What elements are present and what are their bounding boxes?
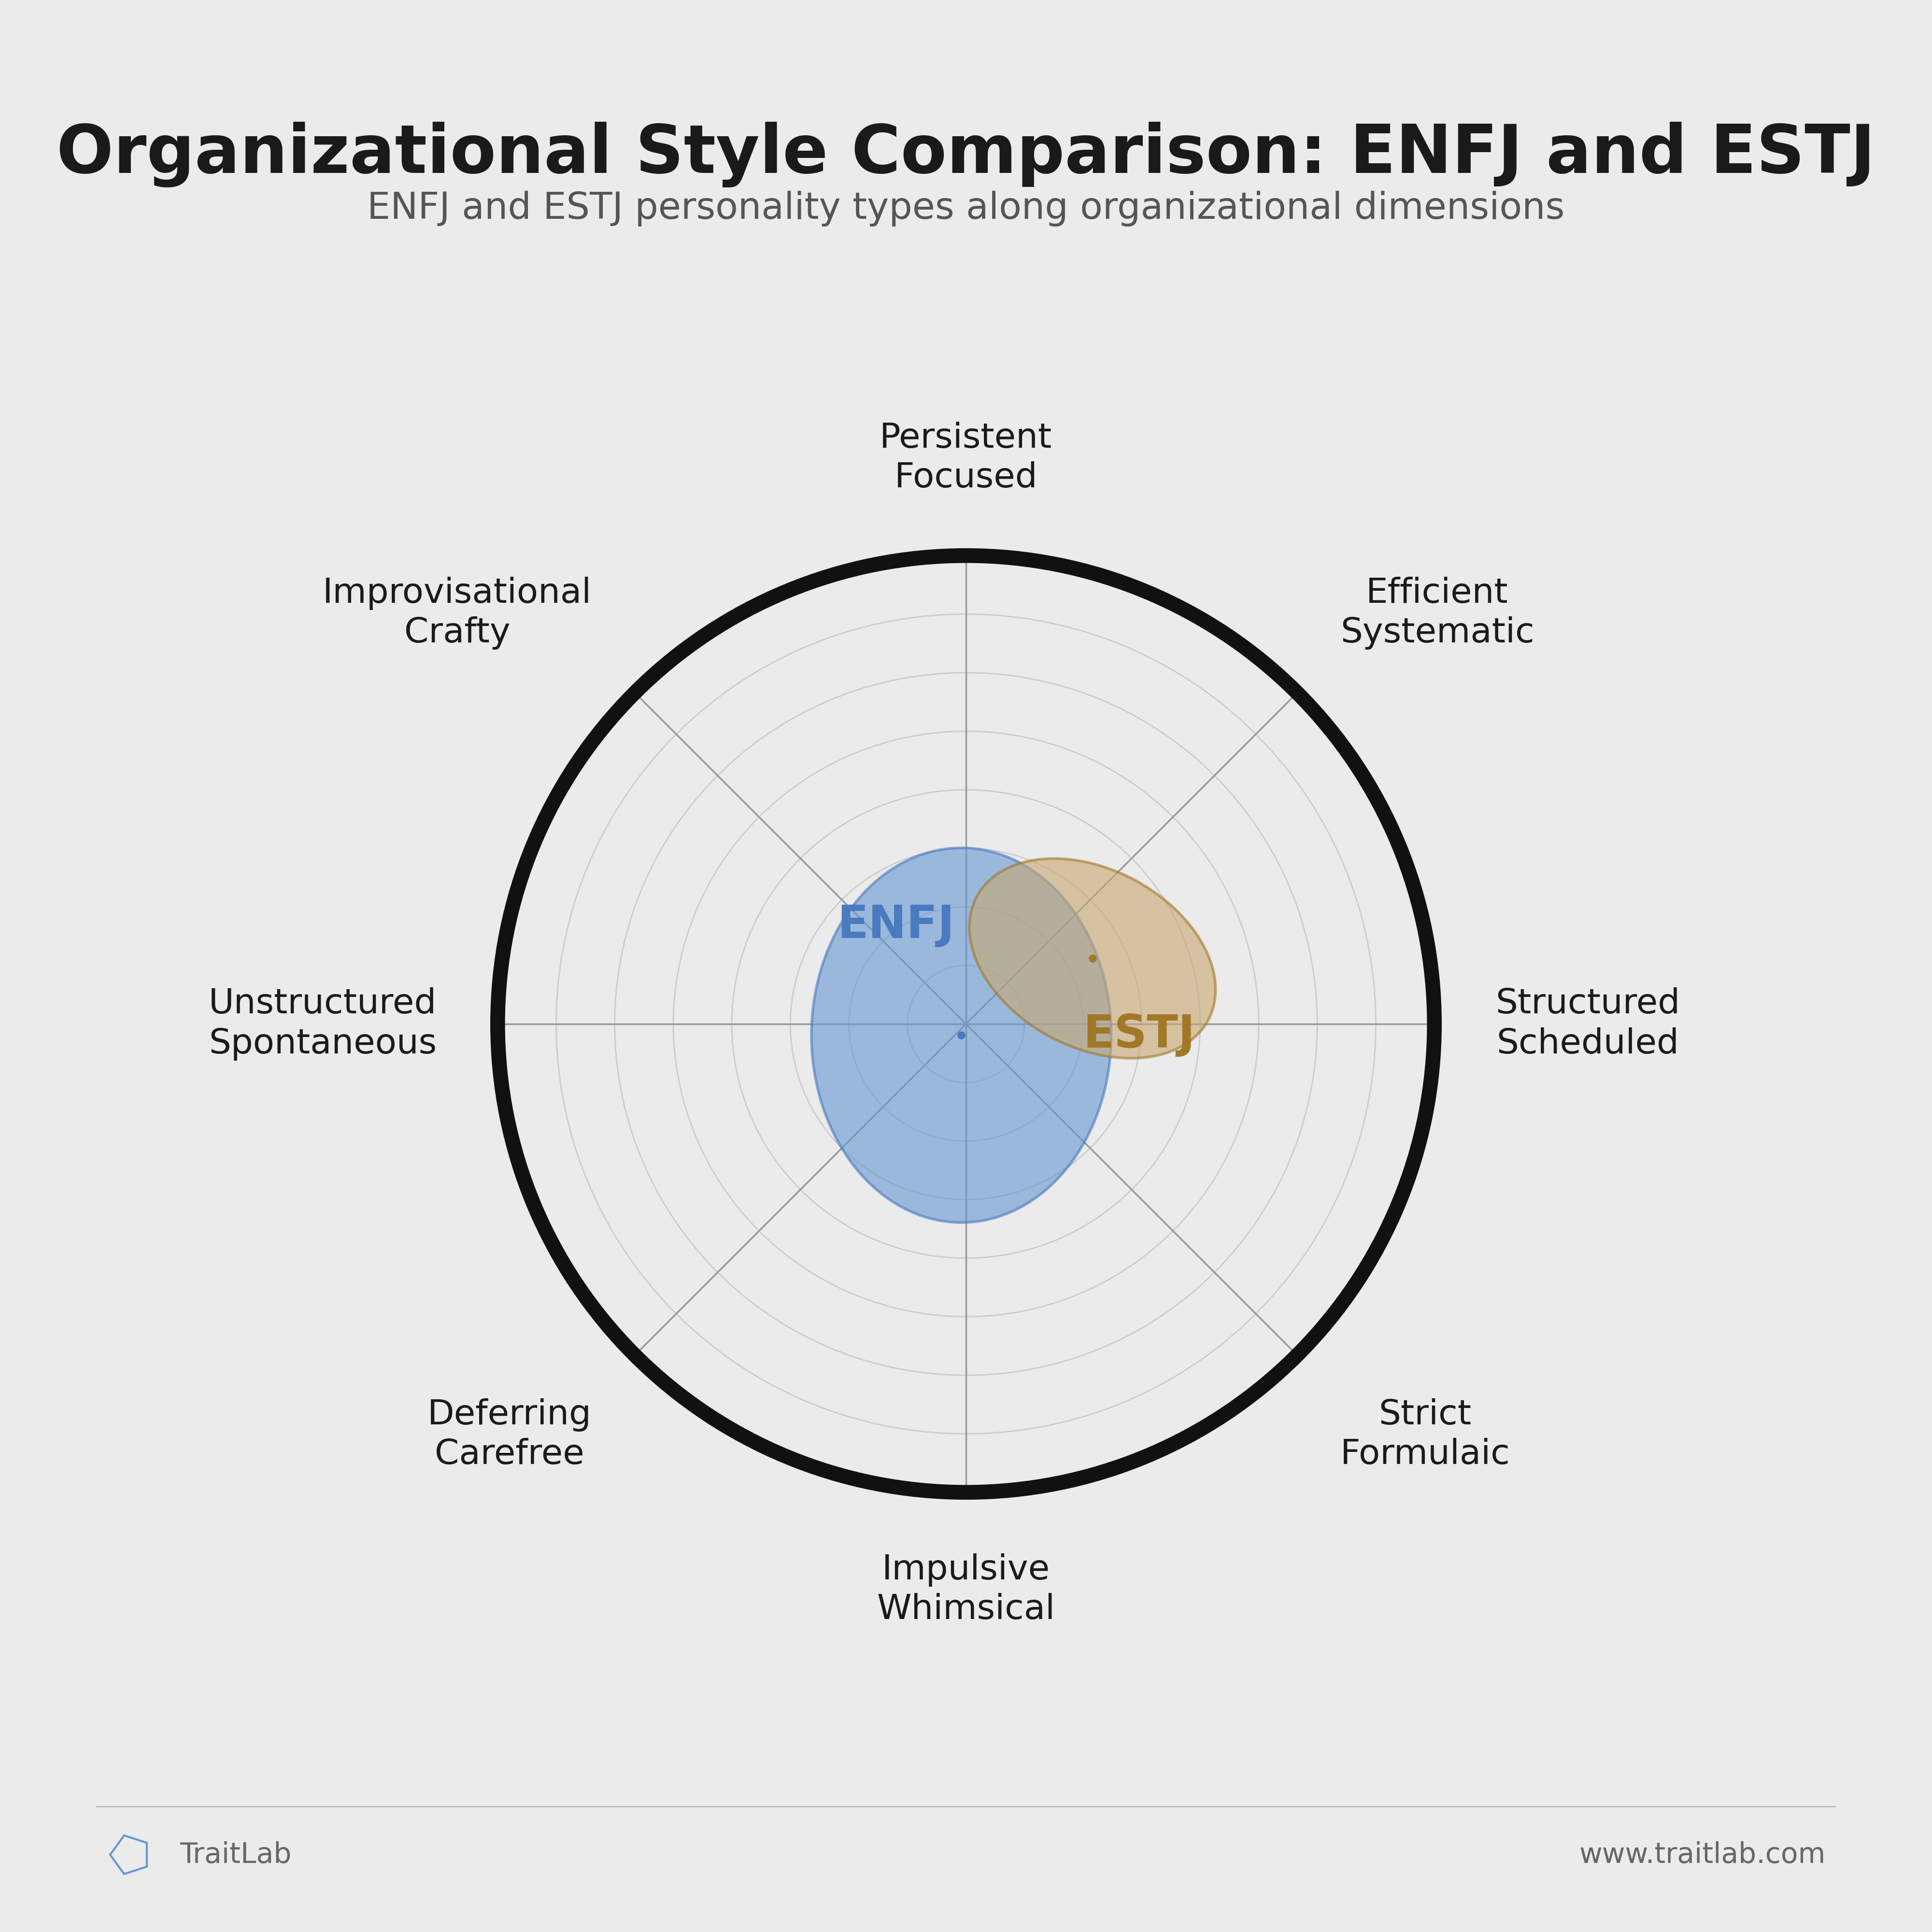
Text: www.traitlab.com: www.traitlab.com	[1578, 1841, 1826, 1868]
Text: TraitLab: TraitLab	[180, 1841, 292, 1868]
Text: Structured
Scheduled: Structured Scheduled	[1495, 987, 1679, 1061]
Point	[1076, 943, 1107, 974]
Text: Strict
Formulaic: Strict Formulaic	[1341, 1399, 1511, 1472]
Text: ESTJ: ESTJ	[1084, 1012, 1196, 1057]
Text: Efficient
Systematic: Efficient Systematic	[1341, 576, 1534, 649]
Text: Deferring
Carefree: Deferring Carefree	[427, 1399, 591, 1472]
Text: Organizational Style Comparison: ENFJ and ESTJ: Organizational Style Comparison: ENFJ an…	[56, 122, 1876, 187]
Point	[947, 1020, 978, 1051]
Ellipse shape	[811, 848, 1111, 1223]
Ellipse shape	[970, 858, 1215, 1059]
Text: Improvisational
Crafty: Improvisational Crafty	[323, 576, 591, 649]
Text: Impulsive
Whimsical: Impulsive Whimsical	[877, 1553, 1055, 1627]
Text: ENFJ: ENFJ	[837, 904, 954, 949]
Text: ENFJ and ESTJ personality types along organizational dimensions: ENFJ and ESTJ personality types along or…	[367, 191, 1565, 226]
Text: Persistent
Focused: Persistent Focused	[879, 421, 1053, 495]
Text: Unstructured
Spontaneous: Unstructured Spontaneous	[209, 987, 437, 1061]
